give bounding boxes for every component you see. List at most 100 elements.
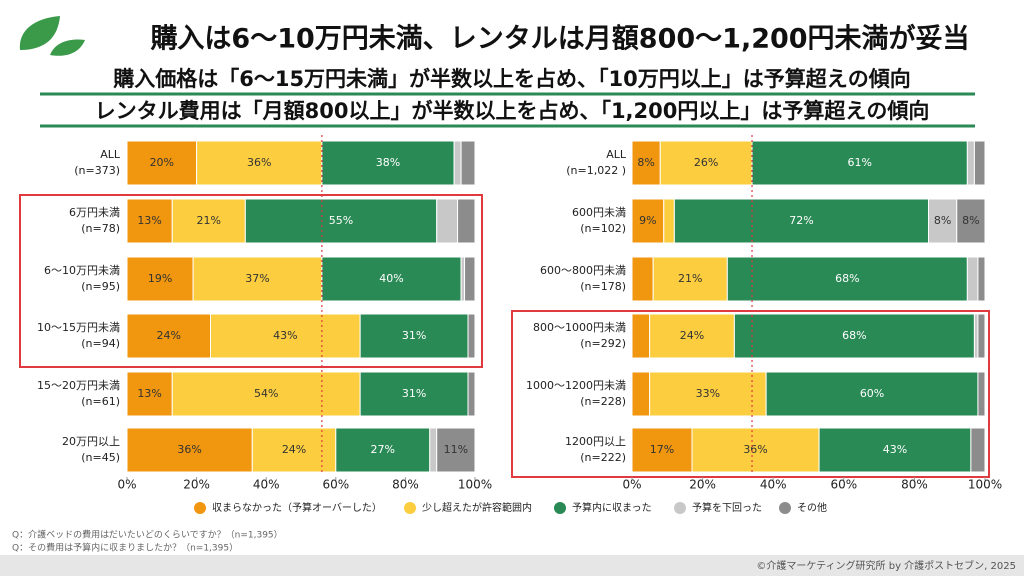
legend-label: 予算を下回った [692, 501, 762, 514]
bar-segment [457, 198, 476, 244]
bar-segment [631, 313, 651, 359]
category-label: 15〜20万円未満 [37, 379, 120, 392]
x-tick-label: 80% [392, 478, 419, 492]
bar-segment [966, 140, 975, 186]
data-label: 24% [157, 329, 181, 342]
sample-size: (n=95) [81, 280, 120, 293]
legend-label: 少し超えたが許容範囲内 [422, 501, 532, 514]
bar-segment [192, 256, 323, 302]
data-label: 60% [860, 387, 884, 400]
bar-segment [436, 427, 476, 473]
sample-size: (n=1,022 ) [566, 164, 626, 177]
bar-segment [818, 427, 972, 473]
bar-segment [631, 140, 661, 186]
category-label: 1200円以上 [565, 435, 626, 448]
sample-size: (n=292) [580, 337, 626, 350]
data-label: 11% [444, 443, 468, 456]
data-label: 61% [847, 156, 871, 169]
bar-segment [429, 427, 438, 473]
highlight-box [511, 310, 990, 478]
leaf-icon [19, 16, 85, 56]
bar-segment [966, 256, 979, 302]
legend-label: 予算内に収まった [572, 501, 652, 514]
highlight-box [19, 194, 483, 368]
footer-bar [0, 555, 1024, 576]
bar-segment [973, 140, 986, 186]
bar-segment [210, 313, 361, 359]
data-label: 19% [148, 272, 172, 285]
bar-segment [467, 313, 476, 359]
bar-segment [359, 371, 469, 417]
bar-segment [244, 198, 438, 244]
data-label: 55% [329, 214, 353, 227]
sample-size: (n=373) [74, 164, 120, 177]
data-label: 68% [835, 272, 859, 285]
data-label: 24% [282, 443, 306, 456]
data-label: 37% [245, 272, 269, 285]
bar-segment [973, 313, 979, 359]
sample-size: (n=228) [580, 395, 626, 408]
x-tick-label: 60% [322, 478, 349, 492]
bar-segment [460, 140, 476, 186]
data-label: 24% [680, 329, 704, 342]
data-label: 36% [743, 443, 767, 456]
sample-size: (n=61) [81, 395, 120, 408]
bar-segment [970, 427, 986, 473]
data-label: 33% [696, 387, 720, 400]
legend-swatch [779, 502, 791, 514]
legend-label: 収まらなかった（予算オーバーした） [212, 501, 382, 514]
data-label: 68% [842, 329, 866, 342]
data-label: 38% [376, 156, 400, 169]
data-label: 72% [789, 214, 813, 227]
category-label: 6万円未満 [69, 206, 120, 219]
bar-segment [673, 198, 930, 244]
sample-size: (n=222) [580, 451, 626, 464]
bar-segment [171, 198, 246, 244]
category-label: 6〜10万円未満 [44, 264, 120, 277]
data-label: 31% [402, 387, 426, 400]
sample-size: (n=78) [81, 222, 120, 235]
data-label: 36% [247, 156, 271, 169]
bar-segment [631, 427, 693, 473]
category-label: 20万円以上 [62, 435, 120, 448]
sample-size: (n=178) [580, 280, 626, 293]
x-tick-label: 80% [901, 478, 928, 492]
bar-segment [436, 198, 459, 244]
data-label: 26% [694, 156, 718, 169]
data-label: 17% [650, 443, 674, 456]
category-label: ALL [100, 148, 121, 161]
bar-segment [321, 140, 455, 186]
bar-segment [977, 371, 986, 417]
sample-size: (n=102) [580, 222, 626, 235]
bar-segment [663, 198, 675, 244]
bar-segment [977, 256, 986, 302]
data-label: 40% [379, 272, 403, 285]
x-tick-label: 100% [458, 478, 492, 492]
bar-segment [649, 371, 767, 417]
category-label: 1000〜1200円未満 [526, 379, 626, 392]
x-tick-label: 60% [830, 478, 857, 492]
category-label: 800〜1000円未満 [533, 321, 626, 334]
bar-segment [631, 371, 651, 417]
bar-segment [464, 256, 476, 302]
data-label: 36% [177, 443, 201, 456]
bar-segment [126, 140, 198, 186]
x-tick-label: 40% [253, 478, 280, 492]
bar-segment [126, 313, 212, 359]
footnote: Q：その費用は予算内に収まりましたか？（n=1,395） [12, 542, 238, 554]
data-label: 21% [197, 214, 221, 227]
x-tick-label: 100% [968, 478, 1002, 492]
data-label: 9% [639, 214, 656, 227]
data-label: 21% [678, 272, 702, 285]
data-label: 13% [137, 387, 161, 400]
subtitle: レンタル費用は「月額800以上」が半数以上を占め、「1,200円以上」は予算超え… [95, 99, 930, 123]
data-label: 27% [371, 443, 395, 456]
bar-segment [691, 427, 820, 473]
bar-segment [196, 140, 323, 186]
data-label: 8% [637, 156, 654, 169]
legend-swatch [674, 502, 686, 514]
legend-swatch [194, 502, 206, 514]
legend-swatch [404, 502, 416, 514]
bar-segment [359, 313, 469, 359]
